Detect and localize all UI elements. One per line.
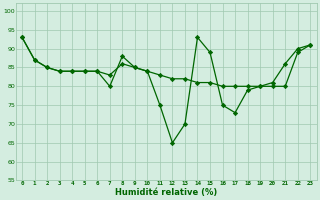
X-axis label: Humidité relative (%): Humidité relative (%) xyxy=(115,188,217,197)
